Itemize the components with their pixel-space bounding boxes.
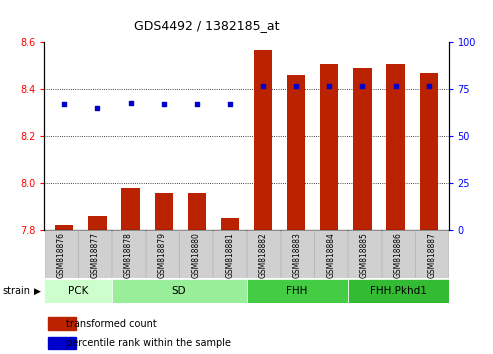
Bar — [221, 218, 239, 230]
Point — [160, 102, 168, 107]
Text: percentile rank within the sample: percentile rank within the sample — [67, 338, 231, 348]
Bar — [320, 64, 339, 230]
Bar — [420, 73, 438, 230]
Text: PCK: PCK — [68, 286, 88, 296]
Bar — [382, 230, 415, 278]
Point — [425, 83, 433, 88]
Bar — [213, 230, 246, 278]
Text: FHH.Pkhd1: FHH.Pkhd1 — [370, 286, 426, 296]
Point — [226, 102, 234, 107]
Text: GDS4492 / 1382185_at: GDS4492 / 1382185_at — [134, 19, 280, 33]
Point — [325, 83, 333, 88]
Bar — [146, 230, 179, 278]
Point — [94, 105, 102, 111]
Text: GSM818884: GSM818884 — [326, 233, 335, 278]
Point — [193, 102, 201, 107]
Text: GSM818886: GSM818886 — [393, 233, 403, 278]
Bar — [281, 230, 314, 278]
Bar — [78, 230, 111, 278]
Text: GSM818876: GSM818876 — [57, 233, 66, 279]
Point — [358, 83, 366, 88]
Text: transformed count: transformed count — [67, 319, 157, 329]
Bar — [188, 193, 206, 230]
Bar — [88, 216, 106, 230]
Bar — [44, 279, 112, 303]
Bar — [112, 230, 145, 278]
Text: GSM818883: GSM818883 — [292, 233, 302, 278]
Bar — [387, 64, 405, 230]
Bar — [348, 279, 449, 303]
Bar — [246, 279, 348, 303]
Point — [259, 83, 267, 88]
Text: ▶: ▶ — [34, 286, 40, 296]
Bar — [48, 337, 76, 349]
Text: GSM818882: GSM818882 — [259, 233, 268, 278]
Bar — [314, 230, 347, 278]
Bar — [254, 50, 272, 230]
Bar — [121, 188, 140, 230]
Text: FHH: FHH — [286, 286, 308, 296]
Point — [60, 102, 68, 107]
Bar — [45, 230, 78, 278]
Bar — [55, 225, 73, 230]
Point — [391, 83, 399, 88]
Text: GSM818879: GSM818879 — [158, 233, 167, 279]
Bar — [154, 193, 173, 230]
Text: strain: strain — [2, 286, 31, 296]
Text: GSM818880: GSM818880 — [191, 233, 201, 278]
Point — [292, 83, 300, 88]
Point — [127, 100, 135, 105]
Bar — [415, 230, 448, 278]
Text: GSM818885: GSM818885 — [360, 233, 369, 278]
Bar — [48, 318, 76, 330]
Bar — [353, 68, 372, 230]
Bar — [287, 75, 305, 230]
Text: GSM818887: GSM818887 — [427, 233, 436, 278]
Bar — [348, 230, 381, 278]
Bar — [179, 230, 212, 278]
Text: GSM818878: GSM818878 — [124, 233, 133, 278]
Bar — [112, 279, 246, 303]
Text: GSM818877: GSM818877 — [90, 233, 100, 279]
Bar — [247, 230, 280, 278]
Text: GSM818881: GSM818881 — [225, 233, 234, 278]
Text: SD: SD — [172, 286, 186, 296]
